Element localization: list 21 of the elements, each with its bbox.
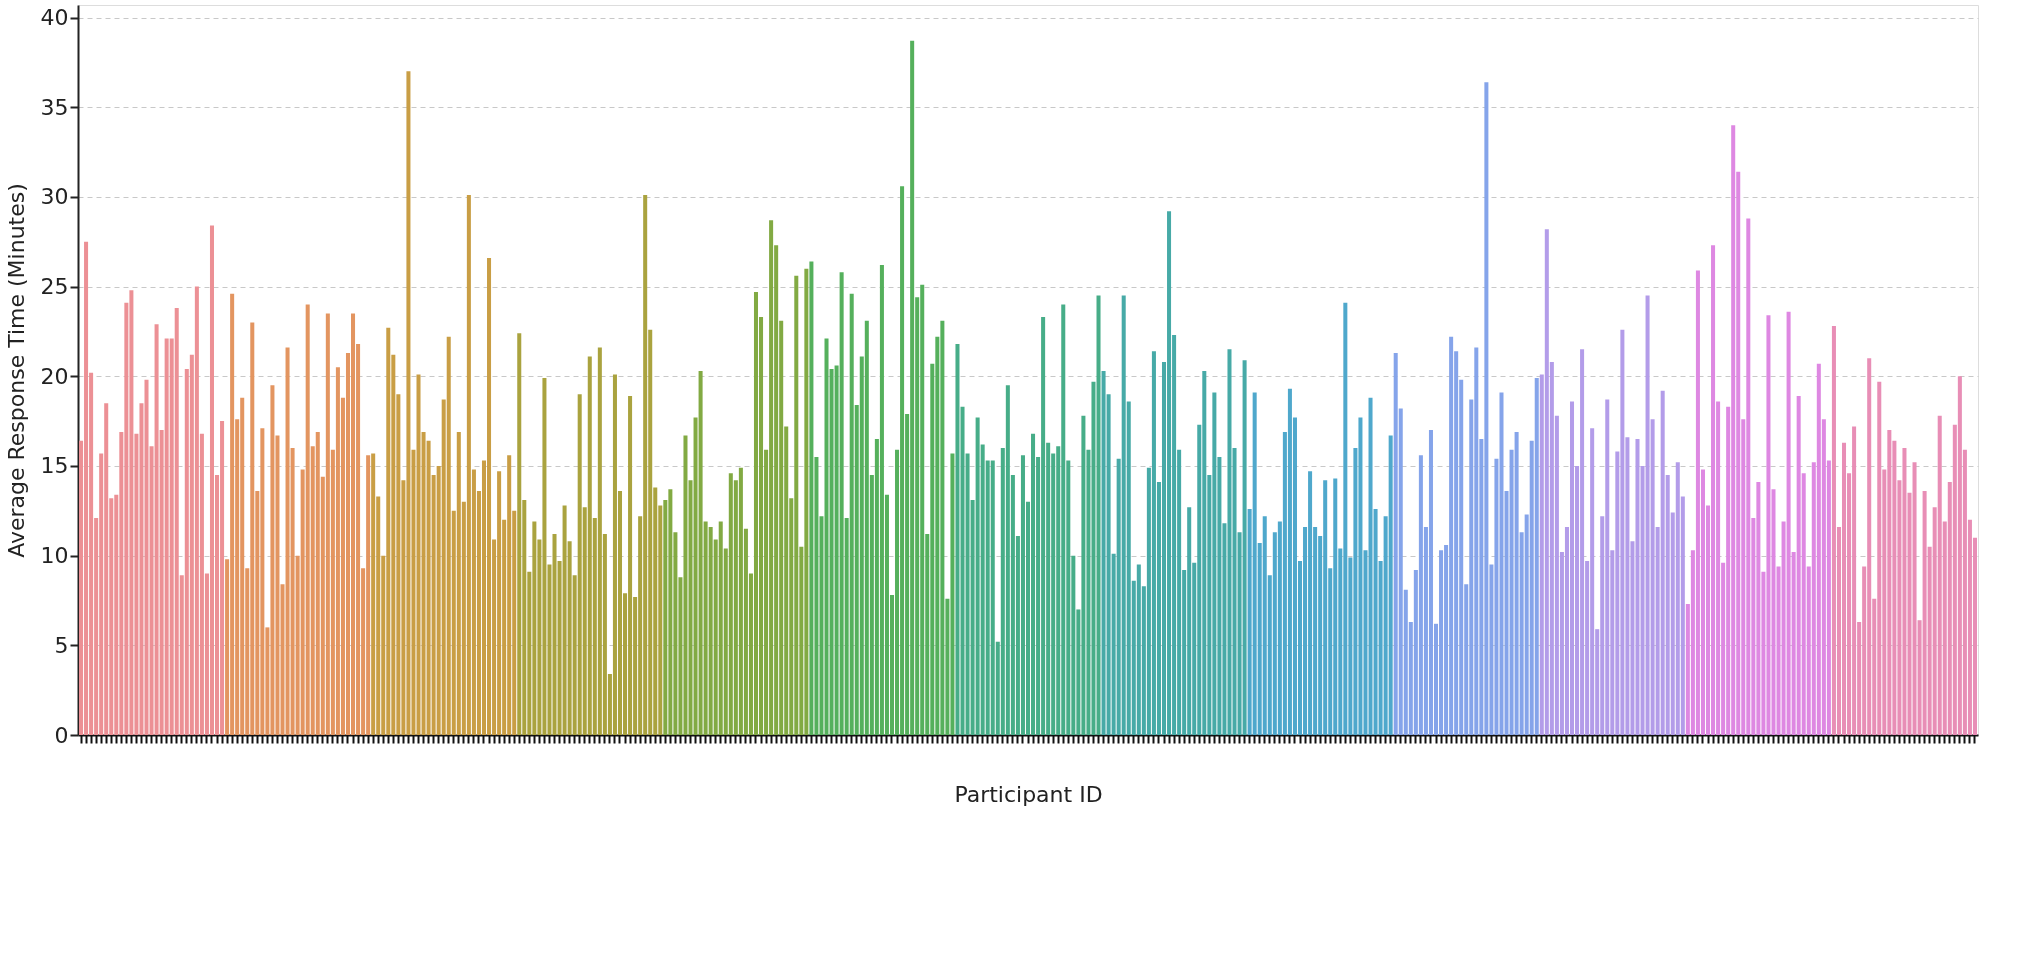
bar [371,453,376,735]
y-tick-label: 25 [40,274,69,300]
y-tick-label: 30 [40,184,69,210]
bar [955,343,960,735]
bar [1569,401,1575,735]
bar [1388,435,1393,735]
y-tick-label: 20 [40,363,69,389]
bar [517,333,522,735]
bar [809,261,814,735]
bar [1242,360,1247,735]
y-tick-label: 0 [54,722,69,748]
y-axis-title: Average Response Time (Minutes) [3,183,29,558]
bar [753,291,759,735]
y-tick-label: 35 [40,94,69,120]
bar [1096,295,1101,735]
y-tick-label: 15 [40,453,69,479]
y-tick-label: 5 [54,632,69,658]
y-tick-label: 40 [40,5,69,31]
bar [1534,378,1539,735]
y-tick-label: 10 [40,543,69,569]
x-axis-title: Participant ID [954,781,1103,807]
